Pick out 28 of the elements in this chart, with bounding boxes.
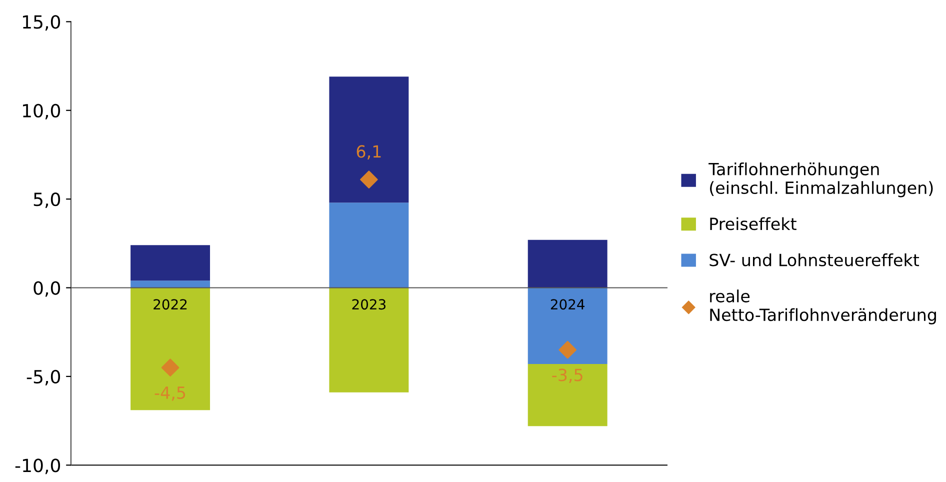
bar	[528, 240, 608, 288]
x-tick-label: 2023	[352, 299, 386, 310]
y-tick-label: 5,0	[34, 192, 60, 208]
bar	[329, 288, 409, 392]
x-tick-label: 2022	[154, 299, 187, 310]
legend-label: Preiseffekt	[710, 217, 796, 230]
bar	[329, 202, 409, 288]
data-label: -3,5	[552, 368, 582, 383]
y-tick-label: 15,0	[23, 15, 60, 31]
legend-label: SV- und Lohnsteuereffekt	[710, 253, 920, 266]
bar	[130, 280, 210, 288]
data-label: 6,1	[356, 145, 381, 160]
data-label: -4,5	[154, 386, 186, 401]
bar	[130, 245, 210, 281]
y-tick-label: -5,0	[26, 370, 60, 386]
y-tick-label: 0,0	[34, 281, 60, 297]
bar	[329, 76, 409, 203]
legend-label: reale Netto-Tariflohnveränderung	[710, 290, 936, 324]
y-tick-label: 10,0	[23, 104, 60, 120]
bar	[528, 288, 608, 364]
bar	[130, 288, 210, 410]
bar	[528, 364, 608, 426]
point	[360, 170, 378, 188]
x-tick-label: 2024	[550, 299, 584, 310]
y-tick-label: -10,0	[15, 458, 60, 474]
point	[558, 340, 577, 359]
legend-label: Tariflohnerhöhungen (einschl. Einmalzahlungen)	[708, 162, 933, 198]
point	[161, 358, 180, 376]
